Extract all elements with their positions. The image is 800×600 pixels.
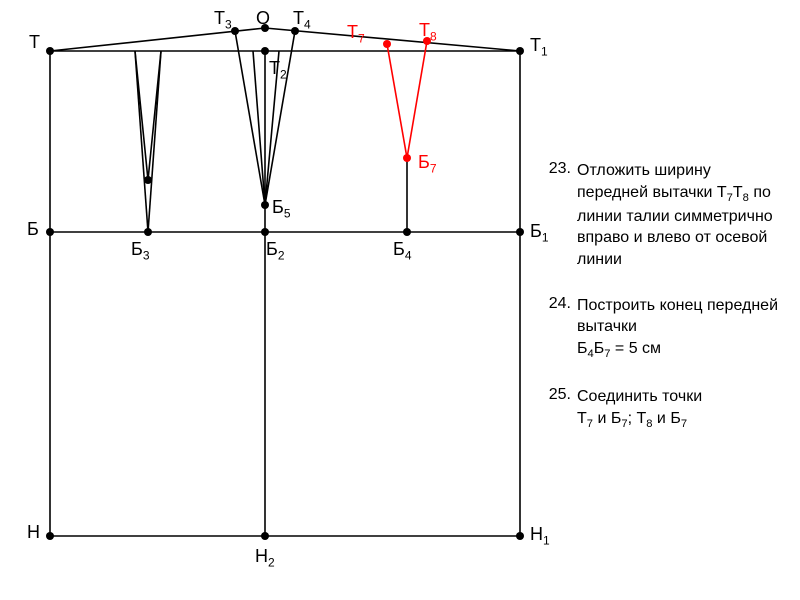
label-T1: Т1	[530, 35, 548, 59]
point-B5	[261, 201, 269, 209]
point-B3	[144, 228, 152, 236]
label-B4: Б4	[393, 239, 412, 263]
label-H2: Н2	[255, 546, 275, 570]
instruction-24: 24.Построить конец передней вытачки Б4Б7…	[545, 295, 785, 362]
instruction-number: 25.	[545, 386, 577, 432]
label-T: Т	[29, 32, 40, 53]
point-B1	[516, 228, 524, 236]
instruction-number: 23.	[545, 160, 577, 271]
segment-T8-B7	[407, 41, 427, 158]
point-B2	[261, 228, 269, 236]
label-T3: Т3	[214, 8, 232, 32]
point-H2	[261, 532, 269, 540]
segment-B3-T4base	[148, 51, 161, 232]
point-B3top	[144, 176, 152, 184]
instruction-number: 24.	[545, 295, 577, 362]
point-B_	[46, 228, 54, 236]
label-B1: Б1	[530, 221, 549, 245]
point-T1	[516, 47, 524, 55]
label-H: Н	[27, 522, 40, 543]
label-T4: Т4	[293, 8, 311, 32]
segment-T3b2-B5	[253, 51, 265, 205]
label-B7: Б7	[418, 152, 437, 176]
segment-T7-B7	[387, 44, 407, 158]
label-T2: Т2	[269, 58, 287, 82]
segment-T3-B5	[235, 31, 265, 205]
instruction-text: Соединить точки Т7 и Б7; Т8 и Б7	[577, 386, 785, 432]
instruction-25: 25.Соединить точки Т7 и Б7; Т8 и Б7	[545, 386, 785, 432]
construction-diagram	[0, 0, 540, 600]
point-B4	[403, 228, 411, 236]
label-O: О	[256, 8, 270, 29]
label-T8: Т8	[419, 20, 437, 44]
point-T7	[383, 40, 391, 48]
segment-B3top-T3base	[135, 51, 148, 180]
point-T3	[231, 27, 239, 35]
point-H	[46, 532, 54, 540]
instruction-list: 23.Отложить ширину передней вытачки Т7Т8…	[545, 160, 785, 456]
instruction-text: Отложить ширину передней вытачки Т7Т8 по…	[577, 160, 785, 271]
instruction-text: Построить конец передней вытачки Б4Б7 = …	[577, 295, 785, 362]
point-B7	[403, 154, 411, 162]
label-H1: Н1	[530, 524, 550, 548]
label-T7: Т7	[347, 22, 365, 46]
point-T2	[261, 47, 269, 55]
point-H1	[516, 532, 524, 540]
label-B3: Б3	[131, 239, 150, 263]
point-T	[46, 47, 54, 55]
instruction-23: 23.Отложить ширину передней вытачки Т7Т8…	[545, 160, 785, 271]
label-B_: Б	[27, 219, 39, 240]
label-B2: Б2	[266, 239, 285, 263]
label-B5: Б5	[272, 197, 291, 221]
